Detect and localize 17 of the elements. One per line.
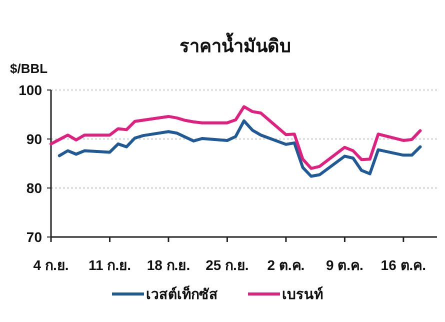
y-tick-label: 100: [18, 82, 42, 98]
y-tick-label: 90: [26, 131, 42, 147]
y-tick-label: 70: [26, 229, 42, 245]
x-tick-label: 9 ต.ค.: [326, 257, 364, 273]
line-series: [58, 119, 422, 178]
line-series: [50, 105, 422, 170]
x-tick-label: 25 ก.ย.: [206, 257, 249, 273]
x-tick-label: 4 ก.ย.: [33, 257, 69, 273]
x-tick-label: 2 ต.ค.: [267, 257, 305, 273]
y-tick-label: 80: [26, 180, 42, 196]
legend-label: เบรนท์: [282, 286, 323, 302]
x-tick-label: 16 ต.ค.: [380, 257, 426, 273]
x-tick-label: 18 ก.ย.: [146, 257, 190, 273]
legend-label: เวสต์เท็กซัส: [146, 285, 218, 302]
chart-title: ราคาน้ำมันดิบ: [180, 32, 290, 56]
x-tick-label: 11 ก.ย.: [88, 257, 131, 273]
y-axis-title: $/BBL: [10, 61, 48, 76]
